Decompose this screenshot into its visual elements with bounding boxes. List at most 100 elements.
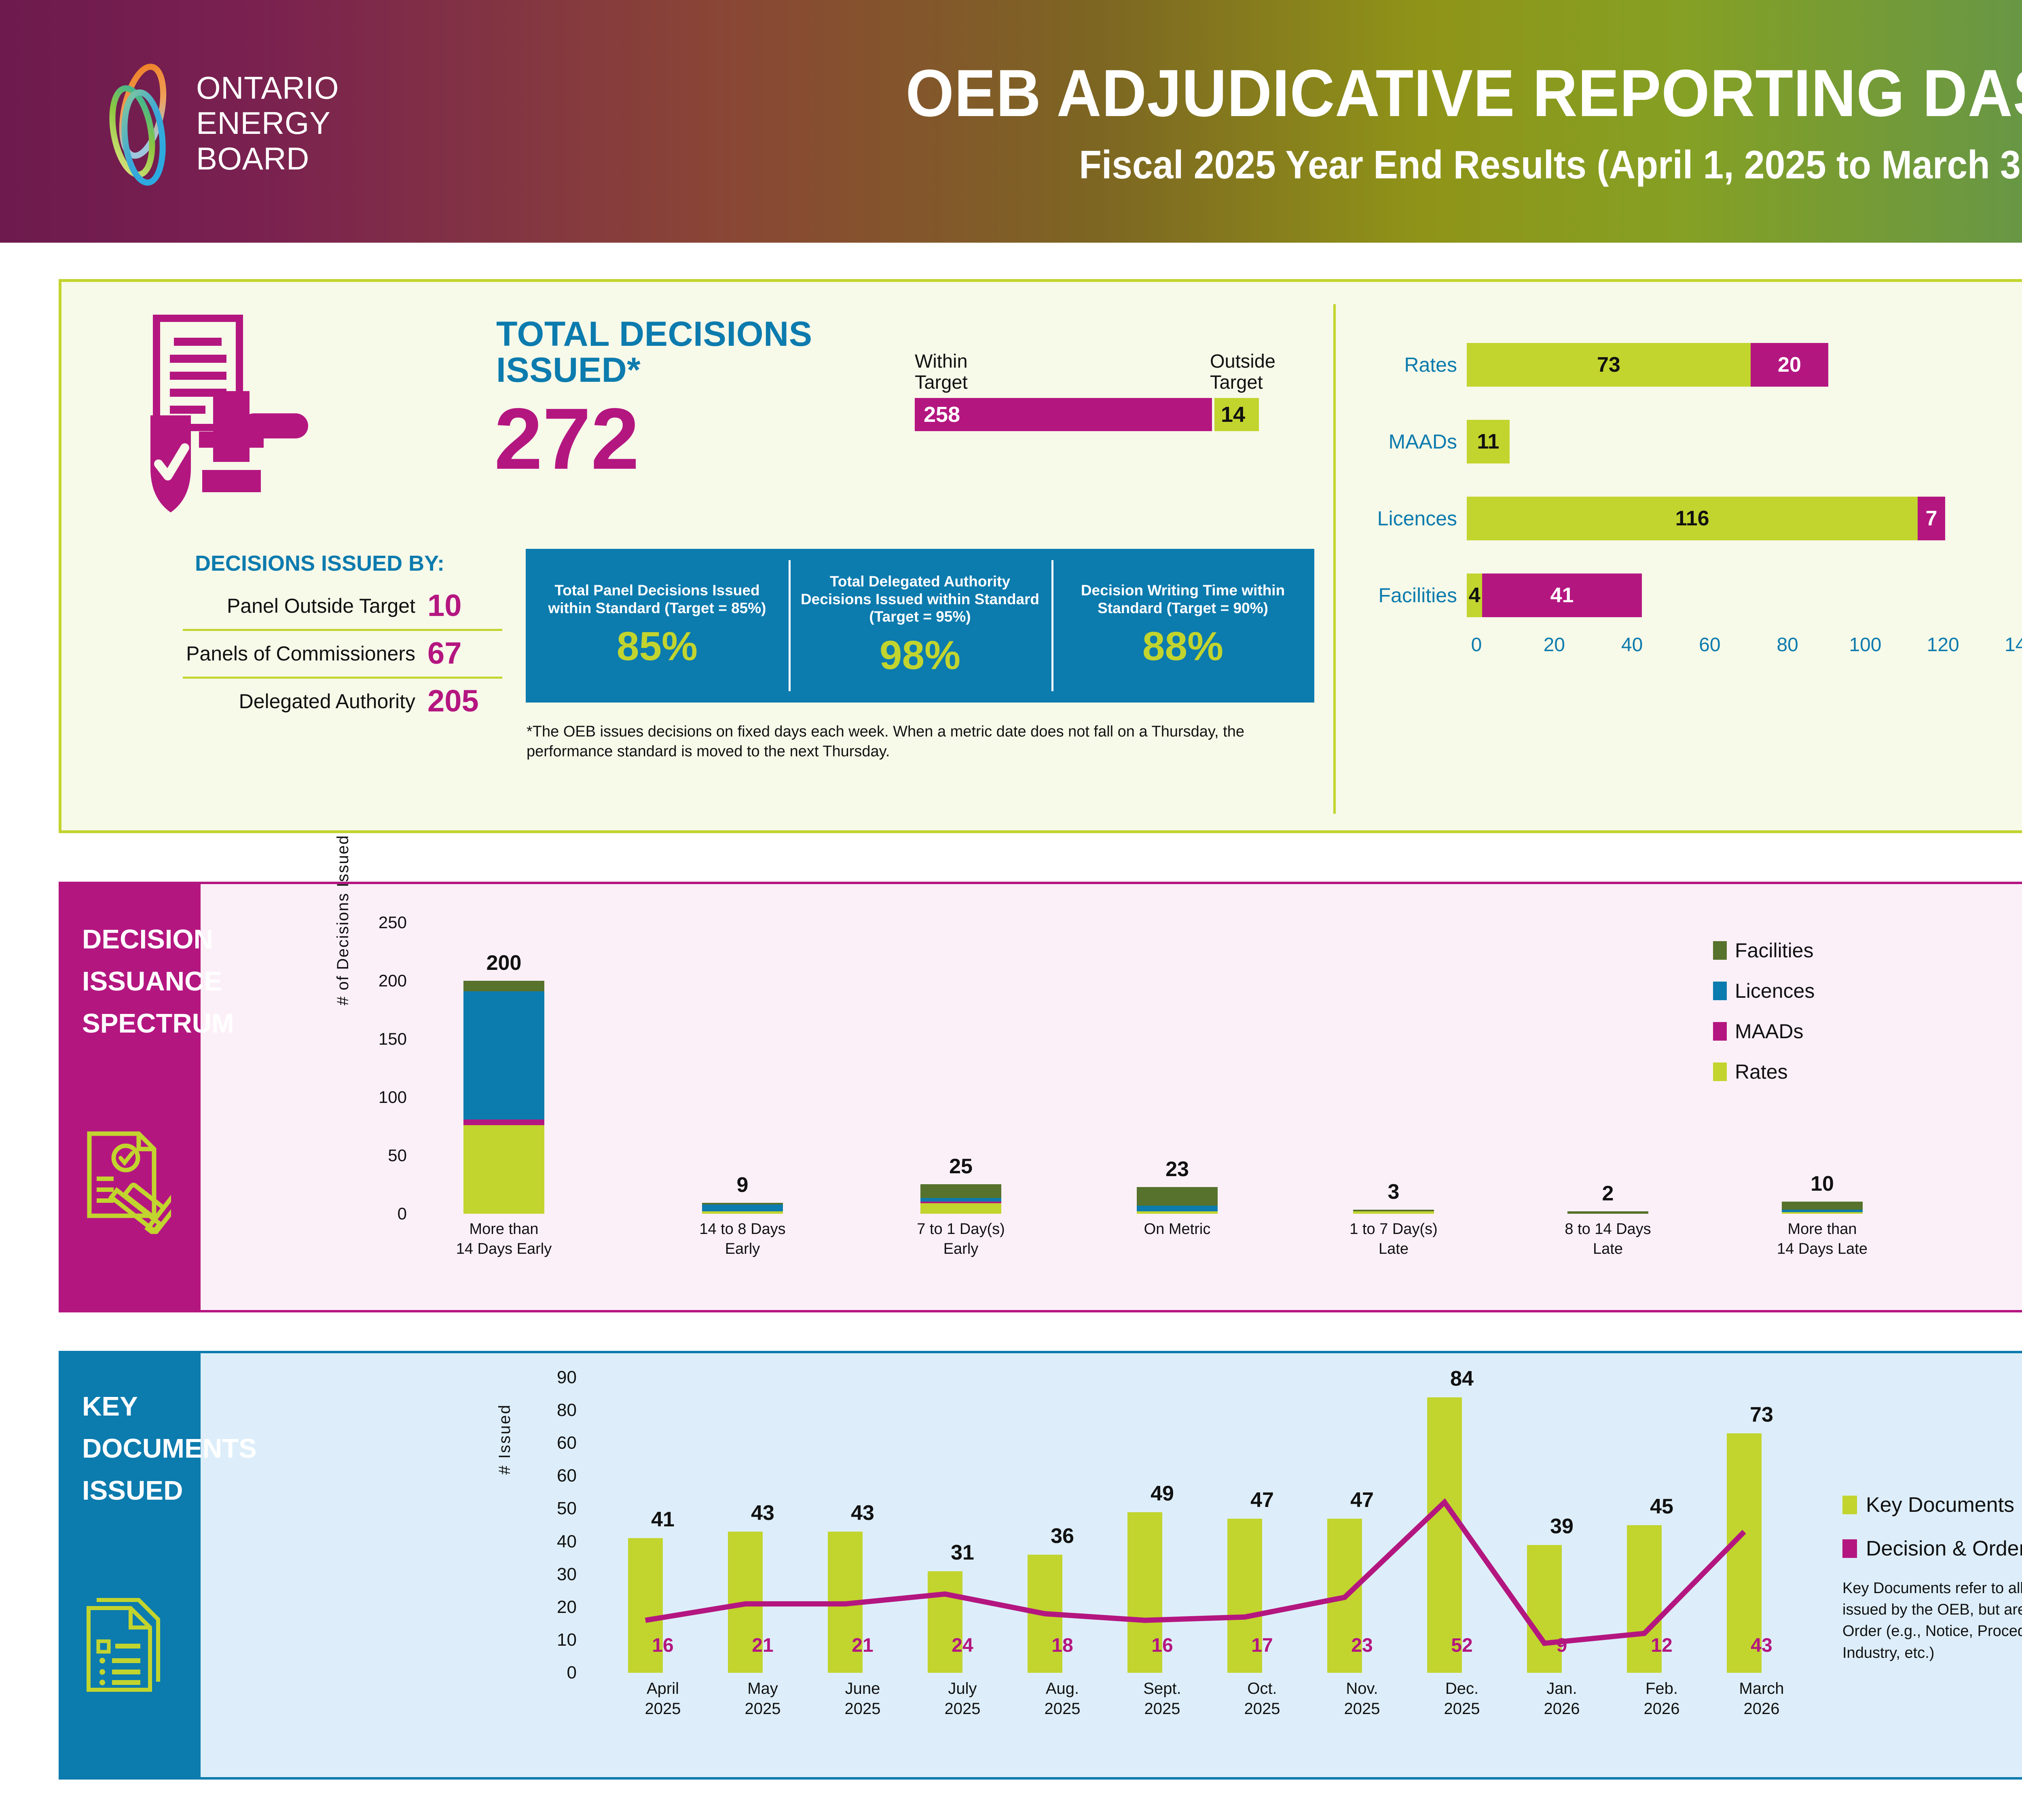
- line-value-label: 43: [1751, 1635, 1772, 1656]
- oeb-logo-icon: [109, 63, 167, 186]
- table-row: Facilities 4 41: [1374, 557, 2021, 634]
- header-title-block: OEB ADJUDICATIVE REPORTING DASHBOARD Fis…: [0, 0, 2022, 243]
- spectrum-segment: [463, 1125, 544, 1214]
- spectrum-segment: [1782, 1210, 1863, 1212]
- table-row: 3: [1353, 1180, 1434, 1214]
- legend-label: Licences: [1735, 980, 1815, 1002]
- keydocs-x-label: Feb. 2026: [1643, 1680, 1680, 1718]
- spectrum-y-tick: 100: [378, 1088, 407, 1107]
- bar-value-label: 84: [1450, 1367, 1474, 1390]
- legend-swatch: [1713, 982, 1727, 1000]
- spectrum-x-label: 1 to 7 Day(s) Late: [1349, 1221, 1438, 1258]
- hbar-value: 73: [1597, 353, 1620, 377]
- keydocs-plot-area: 41 16 April 2025 43 21 May 2025 43 21 June 2025 31 24…: [589, 1367, 1790, 1718]
- issued-by-value: 10: [427, 588, 462, 623]
- total-decisions-panel: TOTAL DECISIONS ISSUED* 272 DECISIONS IS…: [59, 279, 2022, 833]
- spectrum-x-label: 8 to 14 Days Late: [1565, 1221, 1651, 1258]
- legend-item: Licences: [1713, 979, 1815, 1003]
- hbar-x-tick: 140: [2004, 634, 2022, 656]
- bar-value-label: 36: [1051, 1524, 1074, 1548]
- table-row: 200: [463, 951, 544, 1214]
- line-value-label: 9: [1556, 1635, 1567, 1656]
- hbar-value: 4: [1468, 584, 1481, 607]
- legend-label: Key Documents Issued: [1866, 1493, 2022, 1517]
- line-value-label: 21: [852, 1635, 874, 1656]
- bar-value-label: 41: [651, 1508, 675, 1532]
- spectrum-total-label: 200: [486, 951, 522, 975]
- oeb-logo: ONTARIO ENERGY BOARD: [103, 49, 370, 198]
- spectrum-total-label: 9: [736, 1173, 749, 1197]
- keydocs-y-tick: 50: [557, 1498, 577, 1519]
- line-value-label: 12: [1651, 1635, 1673, 1656]
- hbar-segment: 41: [1482, 574, 1642, 617]
- issued-by-value: 205: [427, 684, 479, 718]
- spectrum-segment: [1353, 1211, 1434, 1214]
- decision-issuance-spectrum-panel: DECISION ISSUANCE SPECTRUM # of Decisions: [59, 835, 2022, 1312]
- legend-item: MAADs: [1713, 1020, 1815, 1043]
- dashboard-header: ONTARIO ENERGY BOARD OEB ADJUDICATIVE RE…: [0, 0, 2022, 243]
- bar-value-label: 31: [951, 1541, 974, 1564]
- outside-target-value: 14: [1221, 402, 1246, 427]
- hbar-x-tick: 100: [1849, 634, 1882, 656]
- legend-label: Rates: [1735, 1060, 1788, 1083]
- spectrum-segment: [702, 1204, 783, 1212]
- keydocs-x-label: July 2025: [944, 1680, 981, 1718]
- list-item: Delegated Authority 205: [183, 677, 502, 724]
- documents-icon: [87, 1598, 160, 1692]
- hbar-value: 11: [1477, 430, 1500, 453]
- total-decisions-title: TOTAL DECISIONS ISSUED*: [496, 315, 812, 389]
- spectrum-chart: # of Decisions Issued 0 50 100 150 200 250 20…: [201, 835, 2022, 1310]
- spectrum-segment: [1137, 1211, 1218, 1214]
- spectrum-total-label: 25: [949, 1154, 973, 1178]
- bar-value-label: 39: [1550, 1514, 1574, 1538]
- keydocs-y-tick: 80: [557, 1400, 577, 1420]
- stat-value: 85%: [616, 624, 698, 669]
- table-row: 9: [702, 1173, 783, 1214]
- hbar-value: 116: [1675, 507, 1709, 530]
- spectrum-segment: [1353, 1210, 1434, 1212]
- hbar-segment: 7: [1918, 497, 1945, 540]
- spectrum-segment: [1782, 1202, 1863, 1210]
- bar: [1427, 1397, 1462, 1673]
- spectrum-segment: [920, 1184, 1001, 1198]
- keydocs-y-axis-label: # Issued: [496, 1403, 514, 1475]
- spectrum-y-tick: 200: [378, 971, 407, 990]
- spectrum-y-tick: 150: [378, 1029, 407, 1048]
- keydocs-y-tick: 10: [557, 1630, 577, 1650]
- legend-item: Decision & Order: [1842, 1536, 2022, 1561]
- spectrum-title: DECISION ISSUANCE SPECTRUM: [82, 924, 234, 1039]
- line-value-label: 52: [1451, 1635, 1473, 1656]
- spectrum-x-label: More than 14 Days Late: [1777, 1221, 1868, 1258]
- keydocs-x-label: Aug. 2025: [1044, 1680, 1081, 1718]
- issued-by-label: Delegated Authority: [239, 690, 415, 713]
- gavel-document-icon: [150, 315, 308, 512]
- hbar-x-tick: 120: [1927, 634, 1959, 656]
- issued-by-value: 67: [427, 636, 462, 671]
- line-value-label: 24: [952, 1635, 973, 1656]
- keydocs-y-tick: 30: [557, 1564, 577, 1584]
- logo-line-energy: ENERGY: [196, 105, 331, 141]
- legend-swatch: [1713, 941, 1727, 960]
- legend-item: Facilities: [1713, 939, 1815, 962]
- legend-label: Decision & Order: [1866, 1537, 2022, 1560]
- keydocs-x-label: May 2025: [745, 1680, 781, 1718]
- bar-value-label: 47: [1350, 1488, 1374, 1512]
- hbar-track: 116 7: [1467, 497, 2021, 540]
- stat-value: 88%: [1142, 624, 1224, 669]
- outside-target-label: Outside Target: [1210, 350, 1275, 393]
- table-row: 2: [1567, 1182, 1648, 1214]
- spectrum-x-label: More than 14 Days Early: [456, 1221, 552, 1258]
- within-target-value: 258: [924, 402, 960, 427]
- hbar-track: 11: [1467, 420, 2021, 463]
- decision-types-by-fuel-chart: Rates 73 20 MAADs 11 Licences 116 7 Facilities 4 4…: [1374, 298, 2022, 820]
- line-value-label: 16: [1151, 1635, 1173, 1656]
- spectrum-stack: [1137, 1187, 1218, 1214]
- hbar-x-axis: 0 20 40 60 80 100 120 140: [1471, 634, 2022, 662]
- hbar-segment: 20: [1750, 343, 1829, 387]
- spectrum-y-tick: 50: [388, 1146, 407, 1165]
- bar-value-label: 49: [1151, 1481, 1174, 1505]
- keydocs-x-label: Jan. 2026: [1544, 1680, 1580, 1718]
- hbar-track: 4 41: [1467, 574, 2021, 617]
- bar-value-label: 47: [1250, 1488, 1274, 1512]
